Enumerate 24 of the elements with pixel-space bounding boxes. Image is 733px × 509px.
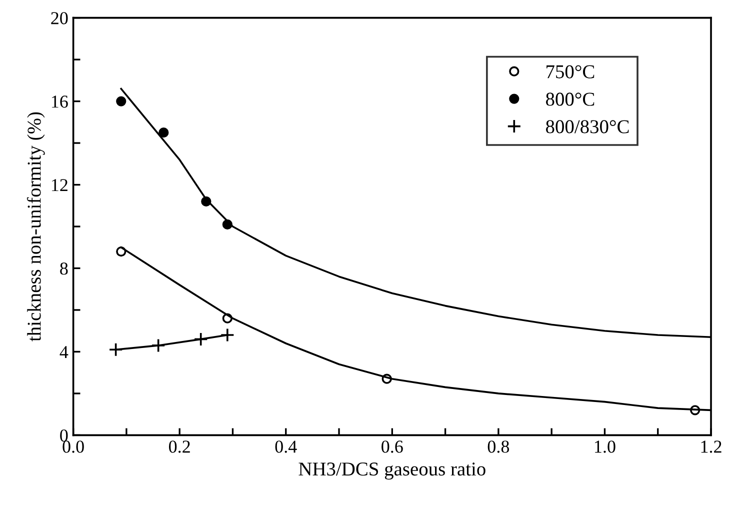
y-tick-label: 16 [52, 96, 68, 108]
y-tick-label: 12 [52, 179, 68, 192]
point [194, 332, 208, 346]
x-tick-label: 1.2 [701, 440, 722, 453]
x-tick-label: 0.6 [382, 440, 403, 453]
x-tick-label: 1.0 [595, 440, 616, 453]
legend-label: 800/830°C [546, 120, 629, 134]
y-tick-label: 4 [60, 346, 68, 358]
point [158, 128, 169, 138]
y-tick-label: 8 [60, 262, 68, 275]
y-tick-label: 20 [51, 12, 68, 24]
x-tick-label: 0.2 [168, 440, 190, 453]
legend-label: 750°C [546, 65, 594, 78]
legend-label: 800°C [546, 92, 594, 106]
y-axis-title: thickness non-uniformity (%) [26, 112, 45, 342]
point [151, 338, 166, 353]
x-axis-title: NH3/DCS gaseous ratio [298, 462, 486, 480]
y-tick-label: 0 [60, 429, 68, 442]
x-tick-label: 0.8 [488, 440, 510, 453]
x-tick-label: 0.4 [275, 440, 297, 453]
point [220, 328, 235, 342]
point [116, 96, 126, 106]
x-tick-label: 0.0 [62, 440, 84, 453]
point [108, 342, 123, 357]
